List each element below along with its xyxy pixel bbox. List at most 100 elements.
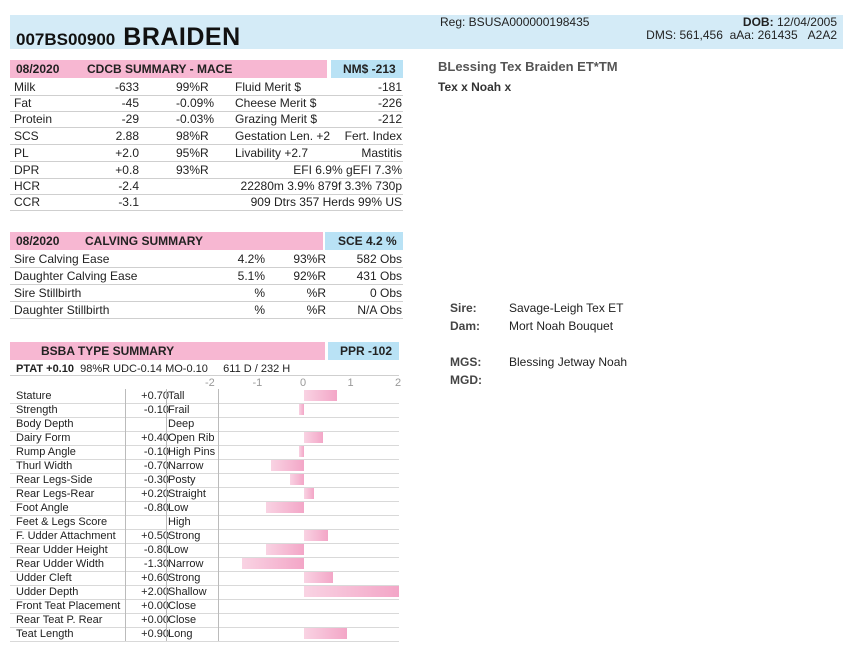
type-trait-value: -0.10 (143, 404, 169, 416)
type-trait-descriptor: Open Rib (168, 432, 215, 444)
trait-value: -2.4 (118, 179, 139, 193)
trait-name: Protein (14, 112, 53, 126)
calving-value: 4.2% (237, 252, 265, 266)
type-trait-name: Foot Angle (16, 502, 69, 514)
divider (10, 375, 399, 376)
type-trait-row: Thurl Width -0.70 Narrow (10, 459, 399, 474)
index-name: Gestation Len. +2 (235, 129, 331, 143)
dob-label: DOB: (742, 15, 774, 29)
type-trait-descriptor: High Pins (168, 446, 216, 458)
parent-summary: Tex x Noah x (438, 80, 512, 94)
trait-name: SCS (14, 129, 39, 143)
type-trait-value: -1.30 (143, 558, 169, 570)
calving-observations: 431 Obs (356, 269, 402, 283)
type-trait-value: -0.80 (143, 502, 169, 514)
date-of-birth: DOB: 12/04/2005 (743, 15, 837, 29)
type-trait-name: Feet & Legs Score (16, 516, 108, 528)
trait-name: DPR (14, 163, 40, 177)
type-trait-bar (266, 544, 304, 555)
trait-reliability: -0.03% (176, 112, 215, 126)
type-trait-descriptor: Long (168, 628, 193, 640)
type-trait-value: +0.90 (141, 628, 169, 640)
type-trait-row: Front Teat Placement +0.00 Close (10, 599, 399, 614)
type-trait-name: Thurl Width (16, 460, 73, 472)
calving-reliability: 92%R (293, 269, 326, 283)
cdcb-row: PL +2.0 95%R Livability +2.7 Mastitis (10, 145, 403, 162)
animal-name: BRAIDEN (123, 23, 241, 51)
type-trait-row: Feet & Legs Score High (10, 515, 399, 530)
type-trait-value: +0.50 (141, 530, 169, 542)
trait-name: PL (14, 146, 29, 160)
type-trait-value: +0.70 (141, 390, 169, 402)
mgs-label: MGS: (450, 355, 482, 369)
calving-summary-header: 08/2020 CALVING SUMMARY (10, 232, 323, 250)
calving-observations: N/A Obs (357, 303, 402, 317)
type-trait-name: Body Depth (16, 418, 74, 430)
index-name: Fluid Merit $ (235, 80, 302, 94)
calving-trait: Daughter Stillbirth (14, 303, 110, 317)
calving-trait: Daughter Calving Ease (14, 269, 138, 283)
calving-reliability: 93%R (293, 252, 326, 266)
ptat-value: PTAT +0.10 (16, 363, 74, 375)
dam-name: Mort Noah Bouquet (509, 319, 614, 333)
type-trait-row: Rear Udder Width -1.30 Narrow (10, 557, 399, 572)
type-trait-descriptor: Close (168, 614, 197, 626)
type-trait-row: Rear Legs-Rear +0.20 Straight (10, 487, 399, 502)
calving-title: CALVING SUMMARY (85, 234, 203, 248)
type-trait-row: Rear Legs-Side -0.30 Posty (10, 473, 399, 488)
trait-reliability: 99%R (176, 80, 209, 94)
type-trait-bar (304, 586, 399, 597)
index-value: -212 (377, 112, 402, 126)
type-trait-bar (242, 558, 304, 569)
calving-value: % (254, 303, 265, 317)
type-trait-row: Body Depth Deep (10, 417, 399, 432)
type-trait-descriptor: Strong (168, 530, 201, 542)
dam-label: Dam: (450, 319, 481, 333)
type-trait-name: Udder Cleft (16, 572, 72, 584)
axis-tick-label: 1 (347, 377, 354, 389)
trait-name: HCR (14, 179, 40, 193)
cdcb-summary-header: 08/2020 CDCB SUMMARY - MACE (10, 60, 327, 78)
calving-value: 5.1% (237, 269, 265, 283)
cdcb-title: CDCB SUMMARY - MACE (87, 62, 233, 76)
ppr-badge: PPR -102 (328, 342, 399, 360)
type-trait-bar (304, 572, 333, 583)
animal-id: 007BS00900 BRAIDEN (16, 23, 241, 52)
sire-label: Sire: (450, 301, 477, 315)
axis-tick-label: 0 (300, 377, 307, 389)
type-summary-header: BSBA TYPE SUMMARY (10, 342, 325, 360)
type-trait-bar (299, 446, 304, 457)
trait-name: Milk (14, 80, 36, 94)
animal-header: 007BS00900 BRAIDEN Reg: BSUSA000000198435… (10, 15, 843, 52)
type-trait-name: Rear Udder Height (16, 544, 108, 556)
axis-tick-label: 2 (395, 377, 402, 389)
ppr-value: PPR -102 (340, 344, 393, 358)
type-trait-value: -0.70 (143, 460, 169, 472)
type-trait-row: Teat Length +0.90 Long (10, 627, 399, 642)
type-trait-name: Stature (16, 390, 52, 402)
nm-dollar-value: NM$ -213 (343, 62, 396, 76)
calving-row: Sire Stillbirth% %R 0 Obs (10, 285, 403, 302)
type-trait-row: Udder Cleft +0.60 Strong (10, 571, 399, 586)
full-animal-name: BLessing Tex Braiden ET*TM (438, 59, 618, 74)
aaa-code: aAa: 261435 (729, 28, 798, 42)
genetic-codes: DMS: 561,456 aAa: 261435 A2A2 (646, 28, 837, 42)
type-trait-value: +0.00 (141, 614, 169, 626)
type-trait-name: Dairy Form (16, 432, 71, 444)
calving-row: Daughter Calving Ease 5.1% 92%R 431 Obs (10, 268, 403, 285)
type-trait-value: +0.60 (141, 572, 169, 584)
calving-value: % (254, 286, 265, 300)
trait-value: 2.88 (115, 129, 139, 143)
index-name: Cheese Merit $ (235, 96, 317, 110)
type-trait-value: +0.00 (141, 600, 169, 612)
trait-value: +0.8 (115, 163, 139, 177)
calving-reliability: %R (306, 286, 326, 300)
index-name: Livability +2.7 (235, 146, 309, 160)
type-trait-row: Dairy Form +0.40 Open Rib (10, 431, 399, 446)
type-trait-descriptor: Narrow (168, 558, 204, 570)
type-trait-value: +2.00 (141, 586, 169, 598)
type-trait-descriptor: Low (168, 544, 189, 556)
calving-row: Daughter Stillbirth% %R N/A Obs (10, 302, 403, 319)
trait-reliability: 93%R (176, 163, 209, 177)
type-trait-name: F. Udder Attachment (16, 530, 116, 542)
